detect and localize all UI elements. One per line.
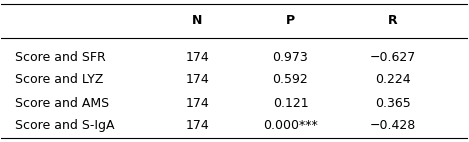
Text: 0.000***: 0.000*** [263,119,318,132]
Text: 174: 174 [185,51,209,64]
Text: 174: 174 [185,73,209,86]
Text: Score and SFR: Score and SFR [15,51,106,64]
Text: −0.428: −0.428 [370,119,416,132]
Text: R: R [388,14,398,27]
Text: 174: 174 [185,97,209,109]
Text: N: N [192,14,203,27]
Text: Score and S-IgA: Score and S-IgA [15,119,115,132]
Text: 0.224: 0.224 [375,73,411,86]
Text: 0.592: 0.592 [272,73,308,86]
Text: −0.627: −0.627 [370,51,416,64]
Text: 0.973: 0.973 [272,51,308,64]
Text: 174: 174 [185,119,209,132]
Text: 0.365: 0.365 [375,97,411,109]
Text: Score and AMS: Score and AMS [15,97,109,109]
Text: 0.121: 0.121 [272,97,308,109]
Text: Score and LYZ: Score and LYZ [15,73,104,86]
Text: P: P [286,14,295,27]
